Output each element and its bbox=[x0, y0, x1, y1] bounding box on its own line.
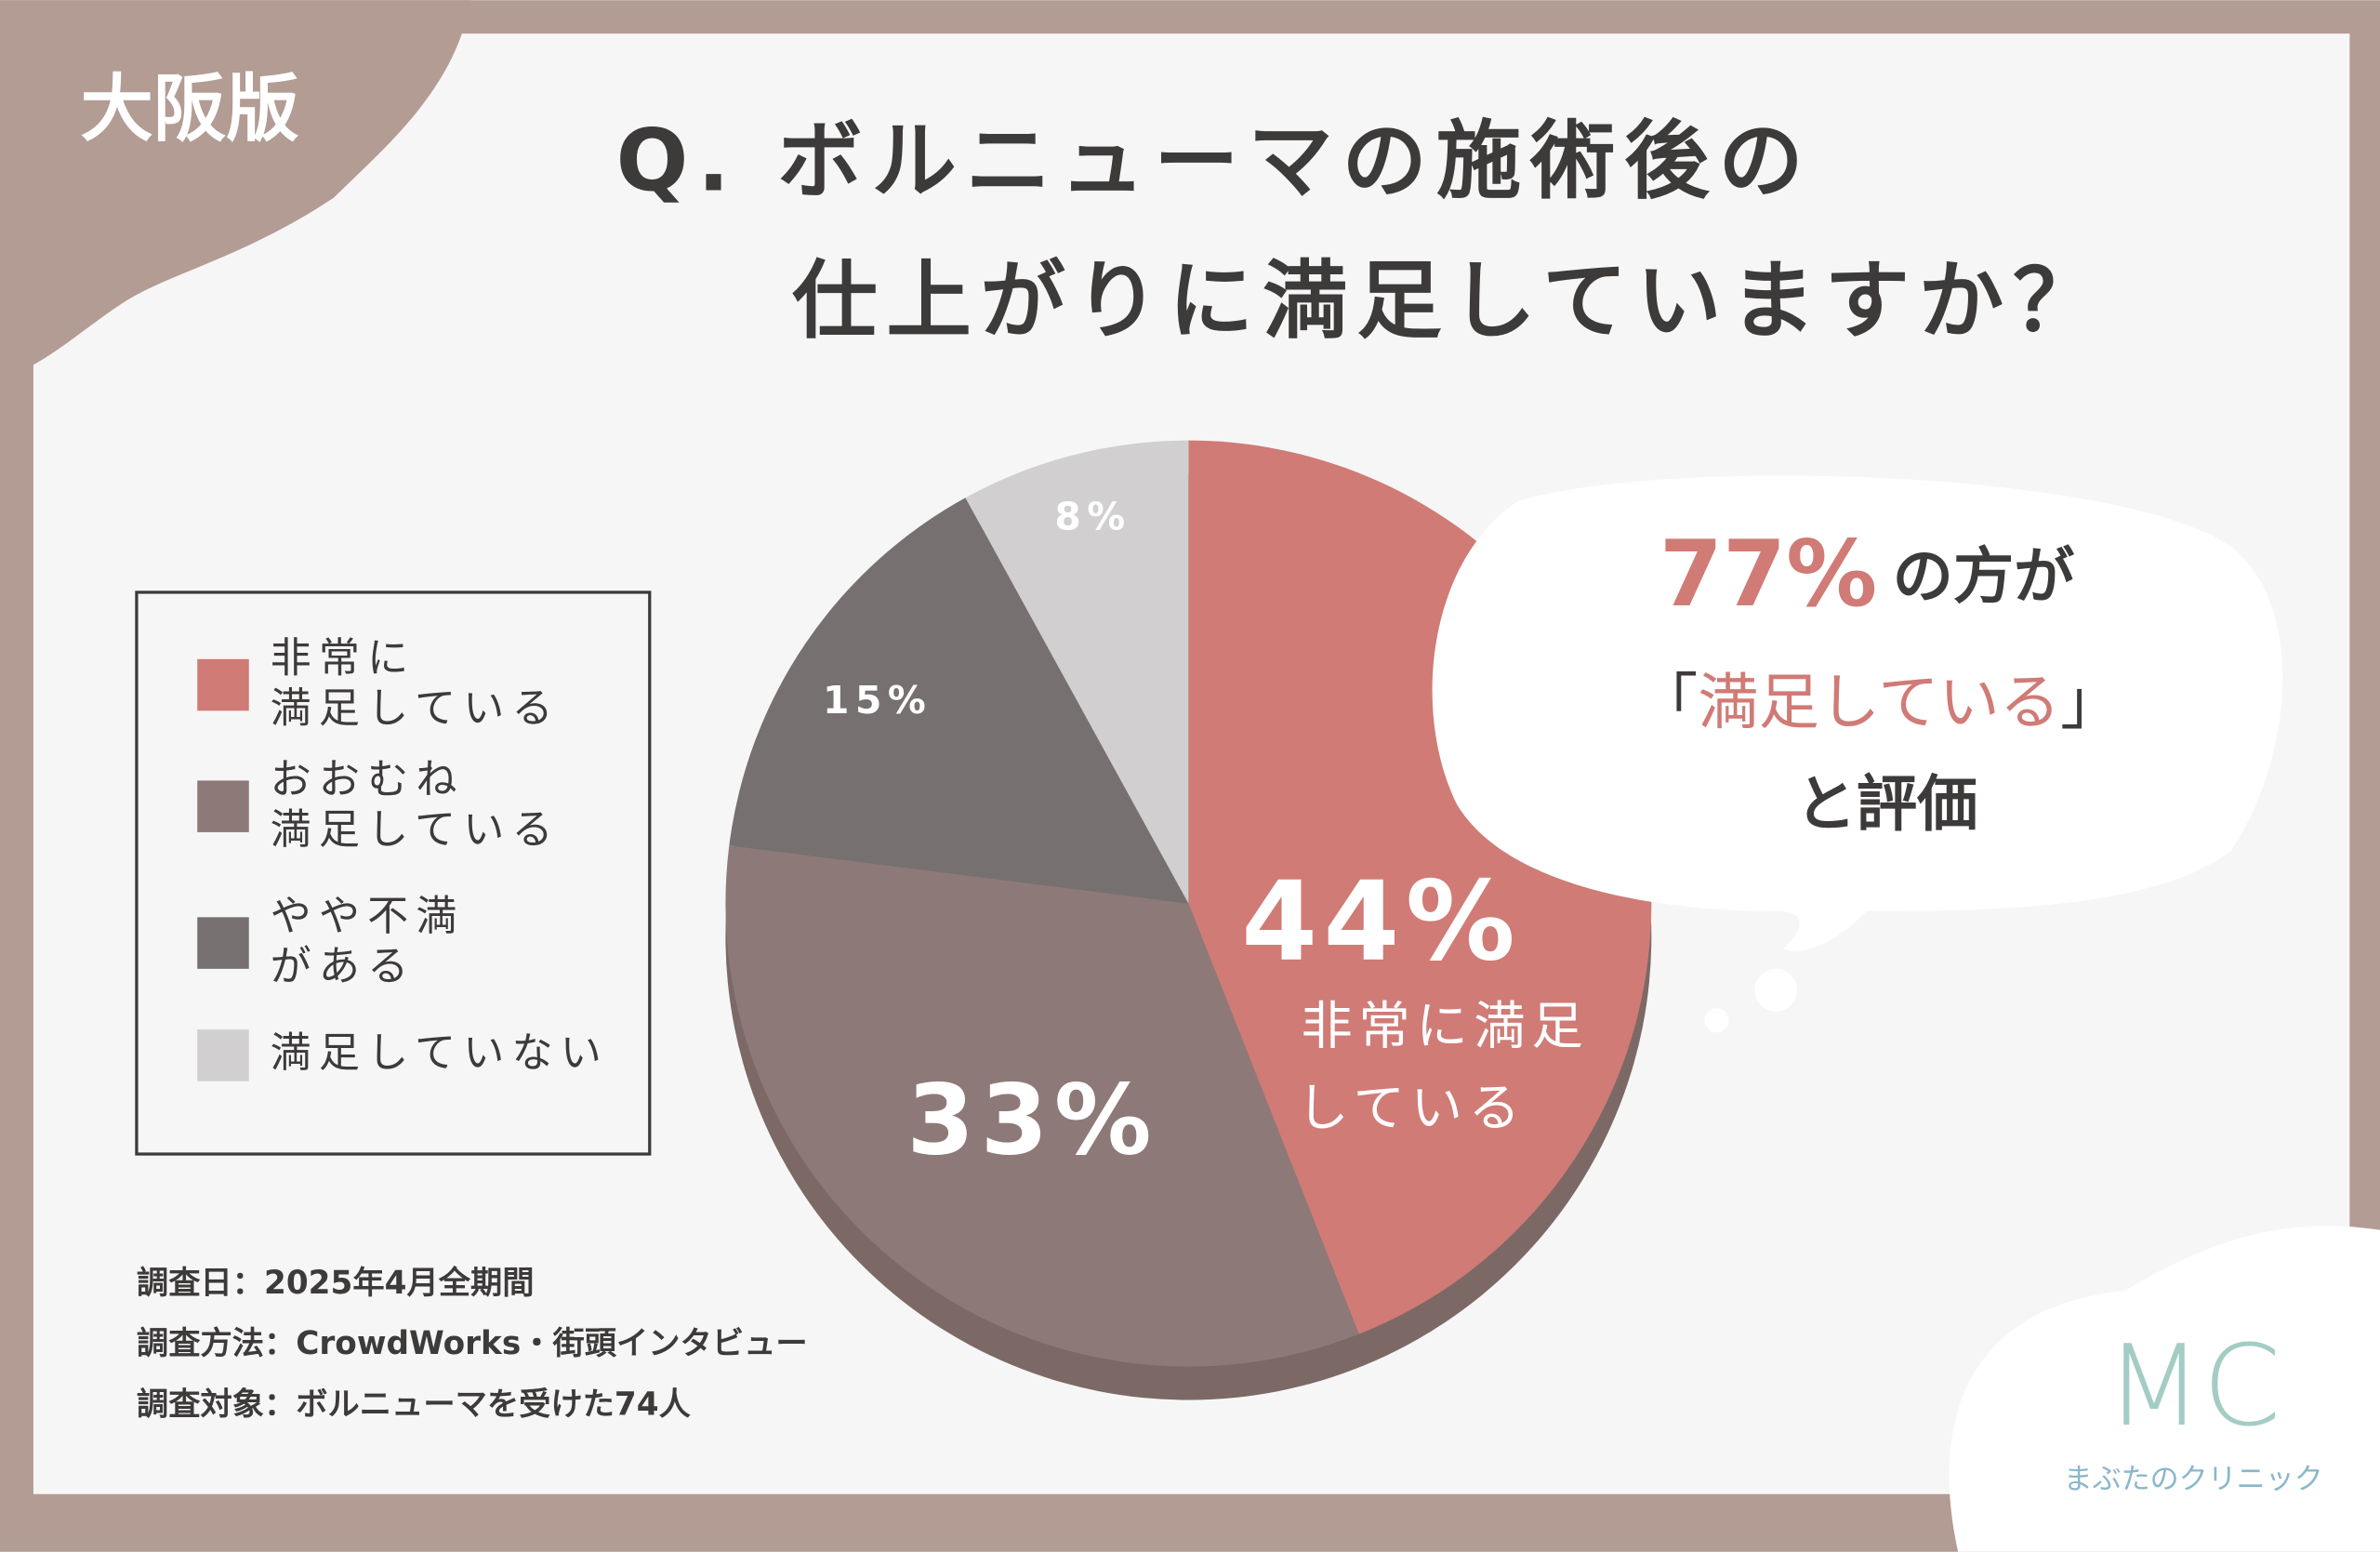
callout-suffix: と評価 bbox=[1795, 769, 1977, 840]
legend-label: おおむね bbox=[271, 756, 465, 803]
bubble-dot bbox=[1754, 968, 1798, 1012]
value-label: 44% bbox=[1241, 858, 1521, 986]
logo-blob bbox=[1949, 1226, 2380, 1552]
corner-blob bbox=[0, 0, 471, 380]
logo-mark: MC bbox=[2106, 1321, 2281, 1452]
legend-label: がある bbox=[271, 943, 416, 990]
title-line: 仕上がりに満足していますか？ bbox=[792, 251, 2107, 351]
title-line: Q. ボルニューマの施術後の bbox=[616, 112, 1813, 211]
legend-label: 満足している bbox=[271, 684, 561, 732]
value-label: 8% bbox=[1054, 495, 1130, 539]
callout: 77% の方が 「満足している」 と評価 bbox=[1432, 475, 2283, 1033]
callout-text: の方が bbox=[1893, 541, 2075, 612]
callout-line: 77% の方が bbox=[1659, 522, 2075, 628]
pie-slice bbox=[725, 845, 1359, 1367]
logo-name: まぶたのクリニック bbox=[2064, 1463, 2323, 1496]
legend-label: 満足していない bbox=[271, 1029, 609, 1077]
bubble-dot bbox=[1704, 1008, 1729, 1033]
note: 調査日：2025年4月全期間 bbox=[137, 1265, 535, 1302]
pie-slice bbox=[729, 497, 1189, 904]
bracket: 」 bbox=[2060, 667, 2121, 737]
badge: 大阪版 bbox=[81, 67, 299, 152]
speech-bubble bbox=[1432, 475, 2283, 951]
legend-label: 非常に bbox=[271, 634, 416, 682]
callout-percent: 77% bbox=[1659, 522, 1877, 628]
slice-annotation: している bbox=[1297, 1078, 1526, 1138]
legend-swatch bbox=[197, 780, 249, 832]
value-label: 33% bbox=[906, 1063, 1157, 1176]
legend-label: 満足している bbox=[271, 806, 561, 854]
callout-line: 「満足している」 bbox=[1637, 667, 2121, 737]
callout-quote: 満足している bbox=[1698, 667, 2060, 737]
legend-swatch bbox=[197, 917, 249, 969]
pie-slice bbox=[965, 440, 1189, 904]
value-label: 15% bbox=[823, 678, 932, 723]
legend-swatch bbox=[197, 658, 249, 711]
bracket: 「 bbox=[1637, 667, 1698, 737]
note: 調査方法：CrowdWorks・街頭インタビュー bbox=[137, 1325, 808, 1362]
legend-swatch bbox=[197, 1029, 249, 1081]
note: 調査対象：ボルニューマを受けた74人 bbox=[137, 1386, 692, 1424]
slice-annotation: 非常に満足 bbox=[1301, 996, 1589, 1056]
legend-label: やや不満 bbox=[271, 893, 465, 940]
